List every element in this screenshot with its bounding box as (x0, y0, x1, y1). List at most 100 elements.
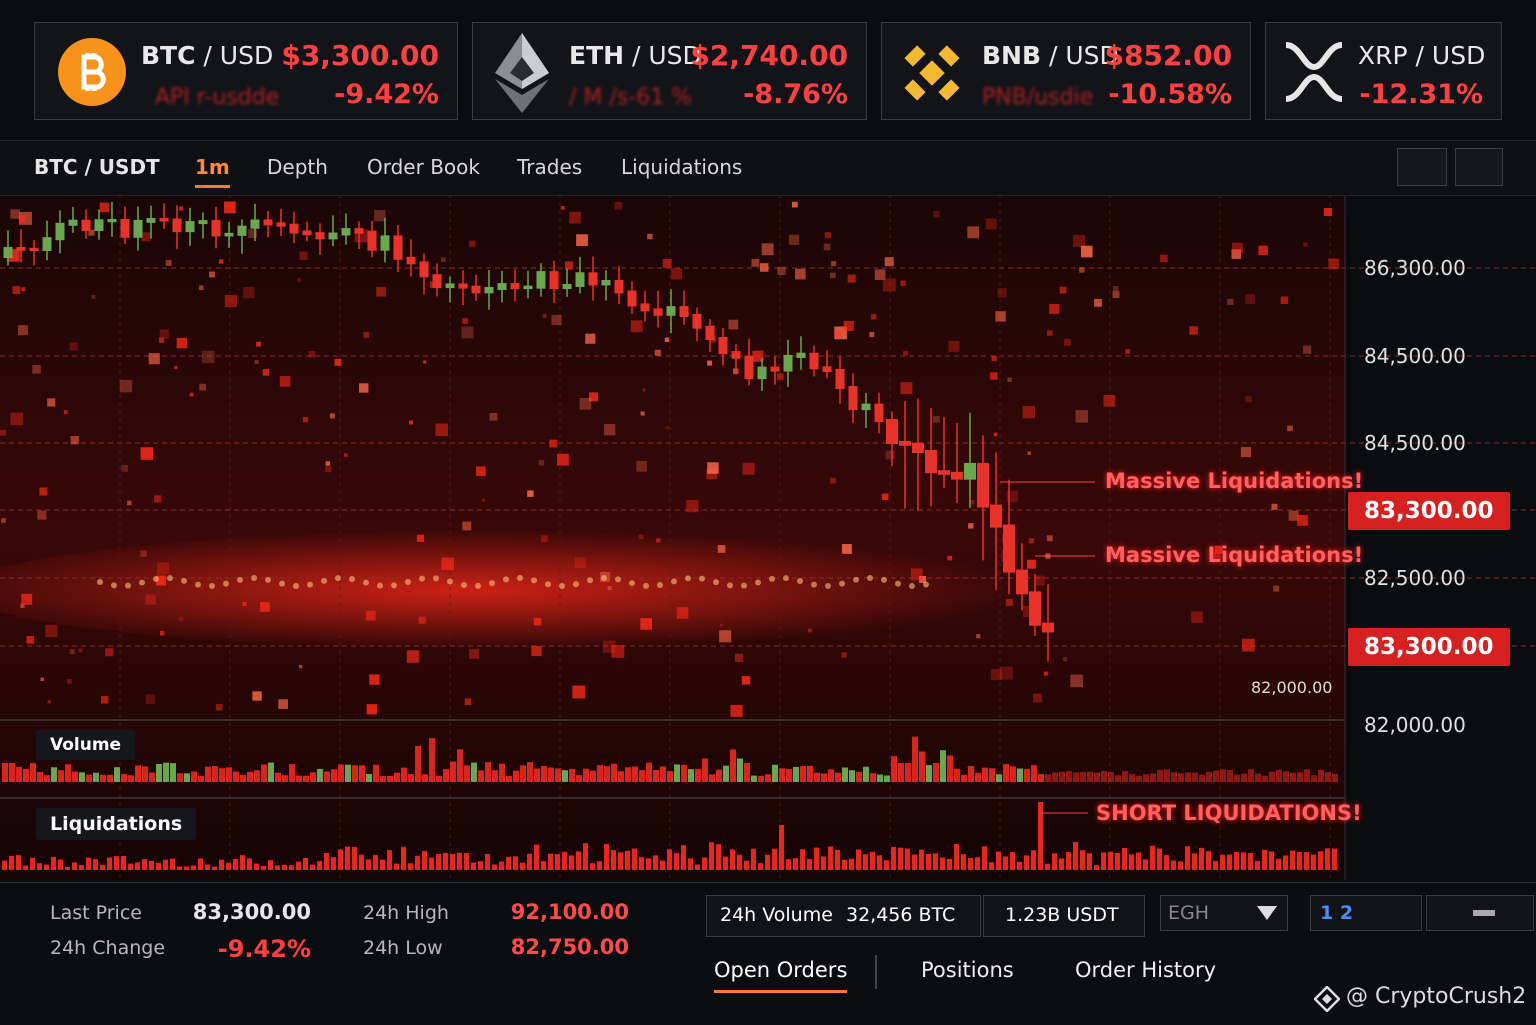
volume-bars (2, 736, 1338, 782)
bottom-tab[interactable]: Positions (921, 958, 1014, 982)
volume-bar (163, 762, 169, 782)
expand-button[interactable] (1455, 148, 1503, 186)
volume-bar (226, 767, 232, 782)
glow-dot (1046, 330, 1053, 336)
volume-bar (716, 769, 722, 782)
volume-bar (737, 758, 743, 782)
glow-dot (549, 439, 558, 448)
volume-bar (9, 762, 15, 782)
glow-dot (141, 232, 151, 242)
liquidation-bar (1206, 851, 1211, 870)
volume-bar (541, 765, 547, 782)
glow-dot (825, 582, 831, 589)
price-label: 86,300.00 (1364, 256, 1466, 280)
glow-dot (1160, 254, 1168, 263)
glow-dot (195, 581, 201, 588)
symbol[interactable]: BTC / USDT (34, 155, 160, 179)
liquidation-bar (1073, 842, 1078, 870)
candle-body (990, 504, 1002, 528)
volume-bar (261, 764, 267, 782)
ticker-card[interactable]: ETH / USD $2,740.00 / M /s-61 % -8.76% (472, 22, 867, 120)
volume-bar (940, 750, 946, 782)
volume-bar (800, 765, 806, 782)
glow-dot (707, 462, 719, 474)
liquidation-bar (583, 843, 588, 870)
subtext: API r-usdde (155, 85, 280, 110)
liquidation-bar (975, 857, 980, 870)
liquidation-bar (576, 851, 581, 870)
liquidation-bar (1129, 854, 1134, 870)
glow-dot (325, 466, 332, 473)
fullscreen-button[interactable] (1397, 148, 1447, 186)
candle-body (835, 368, 845, 390)
volume-bar (1024, 768, 1030, 782)
glow-dot (1297, 514, 1308, 526)
liquidation-bar (135, 862, 140, 870)
candle-body (302, 230, 312, 236)
glow-dot (293, 582, 299, 589)
glow-dot (252, 691, 262, 701)
liquidation-bar (520, 862, 525, 870)
tab[interactable]: Trades (517, 155, 583, 179)
volume-bar (1108, 772, 1114, 782)
glow-dot (1062, 657, 1068, 662)
quote: / USD (1415, 41, 1486, 70)
volume-bar (597, 765, 603, 782)
stat-value: 1.23B USDT (1005, 904, 1119, 926)
volume-bar (191, 771, 197, 782)
volume-bar (86, 774, 92, 782)
volume-bar (1318, 769, 1324, 782)
volume-bar (884, 775, 890, 782)
bottom-tab[interactable]: Order History (1075, 958, 1217, 982)
liquidation-bar (1150, 845, 1155, 870)
glow-dot (140, 447, 154, 460)
ticker-card[interactable]: BTC / USD $3,300.00 API r-usdde -9.42% (34, 22, 458, 120)
liquidation-bar (261, 865, 266, 870)
glow-dot (885, 450, 895, 460)
tab[interactable]: Liquidations (621, 155, 743, 179)
glow-dot (1231, 249, 1242, 259)
glow-dot (1007, 377, 1012, 382)
liquidation-bar (170, 858, 175, 870)
liquidation-bar (310, 864, 315, 870)
candle-body (536, 271, 546, 289)
liquidation-bar (863, 854, 868, 870)
glow-dot (638, 534, 644, 540)
candle-body (497, 283, 507, 290)
volume-bar (1192, 772, 1198, 782)
liquidation-bar (541, 861, 546, 870)
tab[interactable]: Depth (267, 155, 328, 179)
liquidation-bar (86, 857, 91, 870)
glow-dot (1302, 345, 1312, 354)
volume-bar (1234, 774, 1240, 782)
pager[interactable] (1310, 895, 1422, 931)
glow-dot (279, 580, 285, 587)
liquidation-bar (1164, 855, 1169, 870)
volume-bar (93, 772, 99, 782)
glow-dot (489, 412, 498, 421)
glow-dot (155, 575, 166, 586)
volume-bar (954, 768, 960, 782)
glow-dot (260, 602, 270, 612)
liquidation-bar (1311, 854, 1316, 870)
glow-dot (199, 383, 207, 391)
volume-bar (1220, 769, 1226, 782)
volume-bar (338, 764, 344, 782)
price: $3,300.00 (281, 39, 439, 72)
bottom-tab[interactable]: Open Orders (714, 958, 848, 993)
glow-dot (265, 576, 271, 583)
volume-bar (1122, 770, 1128, 782)
panel-title: Liquidations (36, 808, 197, 840)
ticker-card[interactable]: BNB / USD $852.00 PNB/usdie -10.58% (881, 22, 1251, 120)
volume-bar (961, 774, 967, 782)
volume-bar (282, 775, 288, 782)
volume-bar (51, 767, 57, 782)
candle-body (861, 403, 871, 411)
ticker-card[interactable]: XRP / USD -12.31% (1265, 22, 1502, 120)
volume-bar (240, 774, 246, 782)
tab[interactable]: Order Book (367, 155, 480, 179)
glow-dot (933, 210, 940, 218)
volume-bar (380, 775, 386, 782)
glow-dot (406, 650, 420, 663)
tab[interactable]: 1m (195, 155, 230, 188)
